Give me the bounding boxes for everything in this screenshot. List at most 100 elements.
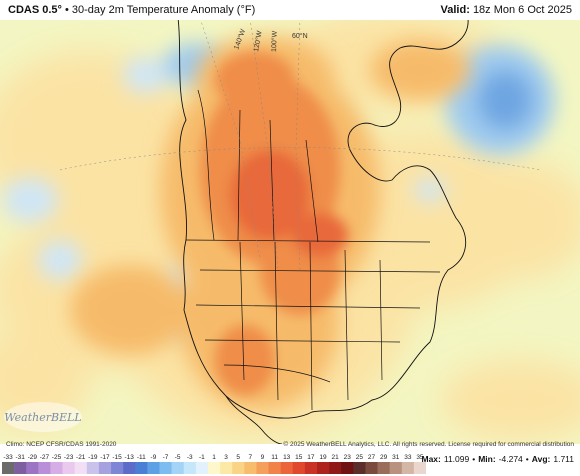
coastlines [177, 20, 469, 444]
colorbar-tick: -13 [124, 454, 134, 461]
stats-readout: Max: 11.099 • Min: -4.274 • Avg: 1.711 [421, 452, 574, 466]
avg-label: Avg: [531, 454, 551, 464]
colorbar-tick: -23 [64, 454, 74, 461]
lon-label-100: 100°W [270, 30, 279, 52]
colorbar-tick: -3 [187, 454, 193, 461]
anomaly-map: 140°W 120°W 100°W 60°N [0, 20, 580, 444]
colorbar-tick: 19 [319, 454, 327, 461]
colorbar-tick: -29 [28, 454, 38, 461]
colorbar-tick: -5 [175, 454, 181, 461]
max-value: 11.099 [443, 454, 470, 464]
colorbar-tick: -33 [3, 454, 13, 461]
avg-value: 1.711 [553, 454, 574, 464]
colorbar-swatch [401, 462, 415, 474]
colorbar-tick: -19 [88, 454, 98, 461]
colorbar-swatch [207, 462, 221, 474]
colorbar-swatch [353, 462, 366, 474]
colorbar-swatch [147, 462, 160, 474]
colorbar-tick: -25 [52, 454, 62, 461]
colorbar-swatch [220, 462, 233, 474]
colorbar-tick: 15 [295, 454, 303, 461]
colorbar-swatch [62, 462, 75, 474]
weatherbell-logo: WeatherBELL [4, 402, 82, 432]
colorbar-swatch [195, 462, 209, 474]
colorbar-swatch [183, 462, 197, 474]
stats-sep-2: • [525, 454, 529, 464]
admin-borders [185, 89, 441, 411]
colorbar-swatch [232, 462, 245, 474]
colorbar-tick: 17 [307, 454, 315, 461]
min-value: -4.274 [498, 454, 523, 464]
max-label: Max: [421, 454, 441, 464]
colorbar-swatch [26, 462, 39, 474]
colorbar-swatch [98, 462, 112, 474]
credits-line: Climo: NCEP CFSR/CDAS 1991-2020 © 2025 W… [0, 441, 580, 451]
colorbar-swatch [304, 462, 318, 474]
colorbar-tick: -21 [76, 454, 86, 461]
header-title: CDAS 0.5° • 30-day 2m Temperature Anomal… [8, 4, 255, 16]
colorbar-tick: 13 [283, 454, 291, 461]
colorbar-tick: 23 [344, 454, 352, 461]
colorbar-tick: -17 [100, 454, 110, 461]
product-name: 30-day 2m Temperature Anomaly (°F) [71, 4, 256, 16]
header-separator: • [64, 4, 69, 16]
colorbar: -33 -31 -29 -27 -25 -23 -21 -19 -17 -15 -13 -11 -9 -7… [2, 454, 426, 474]
colorbar-tick: 3 [224, 454, 228, 461]
valid-time: Valid: 18z Mon 6 Oct 2025 [441, 4, 572, 16]
colorbar-tick: -31 [15, 454, 25, 461]
model-name: CDAS 0.5° [8, 4, 62, 16]
colorbar-swatch [14, 462, 27, 474]
colorbar-tick: 9 [261, 454, 265, 461]
colorbar-swatch [171, 462, 185, 474]
colorbar-swatch [2, 462, 15, 474]
colorbar-tick: 25 [356, 454, 364, 461]
colorbar-swatch [244, 462, 257, 474]
colorbar-swatch [74, 462, 88, 474]
colorbar-tick: 27 [368, 454, 376, 461]
colorbar-tick: 21 [332, 454, 340, 461]
colorbar-swatch [413, 462, 426, 474]
colorbar-tick: -27 [40, 454, 50, 461]
header-bar: CDAS 0.5° • 30-day 2m Temperature Anomal… [0, 0, 580, 20]
colorbar-swatch [365, 462, 378, 474]
logo-text: WeatherBELL [4, 410, 82, 424]
graticule [59, 20, 541, 271]
lat-label-60: 60°N [292, 32, 308, 40]
colorbar-swatch [329, 462, 342, 474]
valid-label: Valid: [440, 4, 470, 16]
colorbar-tick: 35 [416, 454, 424, 461]
valid-time-value: 18z Mon 6 Oct 2025 [472, 4, 572, 16]
colorbar-tick: -11 [137, 454, 146, 461]
min-label: Min: [478, 454, 496, 464]
colorbar-tick: 29 [380, 454, 388, 461]
colorbar-swatch [123, 462, 136, 474]
colorbar-tick: -1 [199, 454, 205, 461]
colorbar-tick: 1 [212, 454, 216, 461]
colorbar-swatch [280, 462, 294, 474]
colorbar-tick: 5 [236, 454, 240, 461]
colorbar-swatch [38, 462, 51, 474]
colorbar-swatch [292, 462, 306, 474]
colorbar-tick: 11 [271, 454, 278, 461]
climo-credit: Climo: NCEP CFSR/CDAS 1991-2020 [6, 441, 117, 448]
colorbar-swatch [341, 462, 354, 474]
colorbar-swatch [377, 462, 390, 474]
colorbar-swatch [50, 462, 63, 474]
colorbar-swatch [316, 462, 330, 474]
colorbar-swatch [86, 462, 100, 474]
colorbar-swatch [159, 462, 172, 474]
colorbar-tick: -15 [112, 454, 122, 461]
colorbar-tick: -9 [151, 454, 157, 461]
colorbar-swatch [268, 462, 281, 474]
copyright-credit: © 2025 WeatherBELL Analytics, LLC. All r… [283, 441, 574, 448]
colorbar-swatch [256, 462, 269, 474]
colorbar-tick: 7 [249, 454, 253, 461]
colorbar-tick: 31 [392, 454, 400, 461]
warm-strong-field [200, 52, 348, 395]
colorbar-tick: -7 [163, 454, 169, 461]
colorbar-tick: 33 [404, 454, 412, 461]
lon-label-120: 120°W [252, 30, 264, 53]
colorbar-swatch [111, 462, 124, 474]
stats-sep-1: • [472, 454, 476, 464]
colorbar-swatch [389, 462, 403, 474]
